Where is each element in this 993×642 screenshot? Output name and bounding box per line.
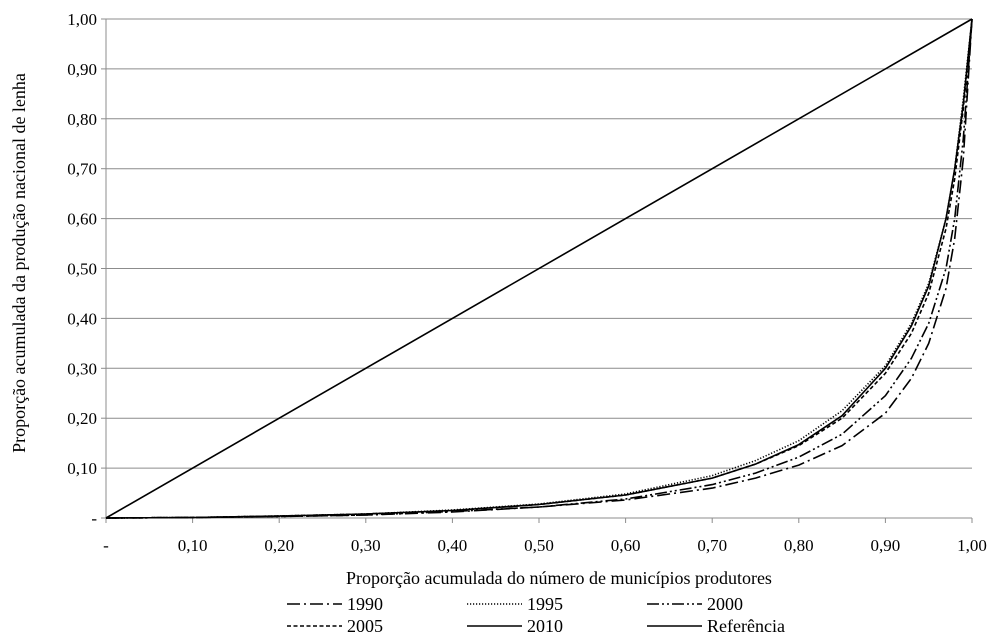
x-tick-label: 0,70 bbox=[697, 536, 727, 555]
x-tick-label: 0,90 bbox=[871, 536, 901, 555]
x-tick-label: 0,80 bbox=[784, 536, 814, 555]
series-line-2000 bbox=[105, 18, 973, 519]
series-line-refer-ncia bbox=[105, 18, 973, 519]
y-tick-label: 0,70 bbox=[67, 160, 97, 179]
y-tick-label: 0,20 bbox=[67, 409, 97, 428]
x-tick-labels: - 0,10 0,20 0,30 0,40 0,50 0,60 0,70 0,80 0,90 1,0… bbox=[103, 536, 987, 555]
series-line-2010 bbox=[105, 18, 973, 519]
x-tick-label: 0,40 bbox=[438, 536, 468, 555]
x-tick-label: 0,10 bbox=[178, 536, 208, 555]
x-tick-label: - bbox=[103, 536, 109, 555]
legend-label: 2000 bbox=[707, 594, 743, 614]
axes bbox=[101, 18, 973, 523]
series-lines bbox=[105, 18, 973, 519]
gridlines bbox=[106, 18, 972, 469]
legend-label: 1990 bbox=[347, 594, 383, 614]
y-tick-label: 0,90 bbox=[67, 60, 97, 79]
y-tick-label: 0,50 bbox=[67, 260, 97, 279]
y-tick-label: 0,80 bbox=[67, 110, 97, 129]
x-axis-title: Proporção acumulada do número de municíp… bbox=[346, 568, 772, 588]
legend-label: 2010 bbox=[527, 616, 563, 636]
y-tick-labels: - 0,10 0,20 0,30 0,40 0,50 0,60 0,70 0,80 0,90 1,0… bbox=[67, 10, 97, 528]
y-axis-title: Proporção acumulada da produção nacional… bbox=[9, 73, 29, 453]
series-line-1995 bbox=[105, 18, 973, 519]
y-tick-label: 0,10 bbox=[67, 459, 97, 478]
x-tick-label: 0,60 bbox=[611, 536, 641, 555]
y-tick-label: 0,30 bbox=[67, 359, 97, 378]
series-line-1990 bbox=[105, 18, 973, 519]
legend-label: 2005 bbox=[347, 616, 383, 636]
legend-label: 1995 bbox=[527, 594, 563, 614]
x-tick-label: 0,30 bbox=[351, 536, 381, 555]
x-tick-label: 0,50 bbox=[524, 536, 554, 555]
x-tick-label: 0,20 bbox=[264, 536, 294, 555]
y-tick-label: 0,40 bbox=[67, 309, 97, 328]
x-tick-label: 1,00 bbox=[957, 536, 987, 555]
legend: 1990 1995 2000 2005 2010 Referência bbox=[287, 594, 785, 636]
legend-label: Referência bbox=[707, 616, 785, 636]
y-tick-label: 0,60 bbox=[67, 210, 97, 229]
y-tick-label: 1,00 bbox=[67, 10, 97, 29]
y-tick-label: - bbox=[91, 509, 97, 528]
